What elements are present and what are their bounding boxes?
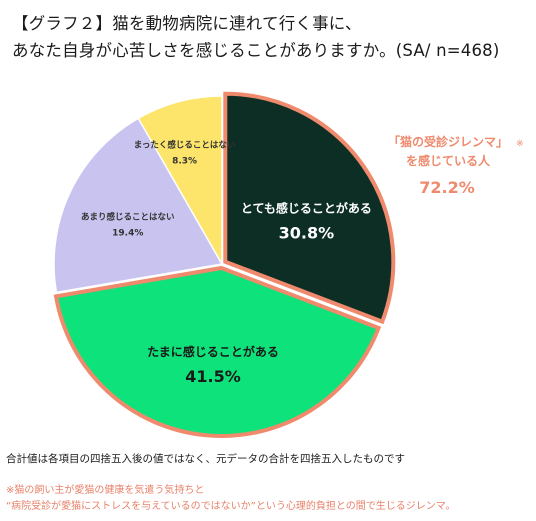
slice-label-2: たまに感じることがある	[147, 344, 279, 359]
pie-slice-1	[223, 91, 396, 325]
callout-value: 72.2%	[419, 178, 475, 197]
chart-title-line-2: あなた自身が心苦しさを感じることがありますか。(SA/ n=468)	[12, 41, 500, 60]
callout: 「猫の受診ジレンマ」 ※ を感じている人 72.2%	[388, 134, 524, 197]
slice-value-2: 41.5%	[185, 367, 241, 386]
slice-value-1: 30.8%	[279, 223, 335, 242]
slice-label-4: まったく感じることはない	[134, 140, 236, 151]
callout-line-2: を感じている人	[406, 153, 491, 168]
callout-line-1: 「猫の受診ジレンマ」	[388, 134, 508, 149]
slice-label-1: とても感じることがある	[241, 200, 372, 215]
chart-title-line-1: 【グラフ２】猫を動物病院に連れて行く事に、	[12, 14, 362, 33]
callout-mark: ※	[516, 139, 524, 149]
pie-slice-3	[53, 117, 224, 294]
slice-label-3: あまり感じることはない	[81, 212, 175, 223]
footnote-line-1: ※猫の飼い主が愛猫の健康を気遣う気持ちと	[6, 485, 205, 496]
pie-labels: とても感じることがある 30.8% たまに感じることがある 41.5% あまり感じること…	[81, 140, 372, 386]
slice-value-3: 19.4%	[112, 229, 143, 239]
chart-title: 【グラフ２】猫を動物病院に連れて行く事に、 あなた自身が心苦しさを感じることがあ…	[12, 10, 532, 64]
footnote-line-2: “病院受診が愛猫にストレスを与えているのではないか”という心理的負担との間で生じ…	[6, 501, 456, 512]
pie-slices	[53, 91, 396, 438]
slice-value-4: 8.3%	[172, 157, 197, 167]
pie-slice-4	[137, 95, 223, 267]
total-note: 合計値は各項目の四捨五入後の値ではなく、元データの合計を四捨五入したものです	[6, 453, 405, 465]
footnote: ※猫の飼い主が愛猫の健康を気遣う気持ちと “病院受診が愛猫にストレスを与えている…	[6, 483, 455, 515]
pie-slice-2	[53, 265, 382, 438]
